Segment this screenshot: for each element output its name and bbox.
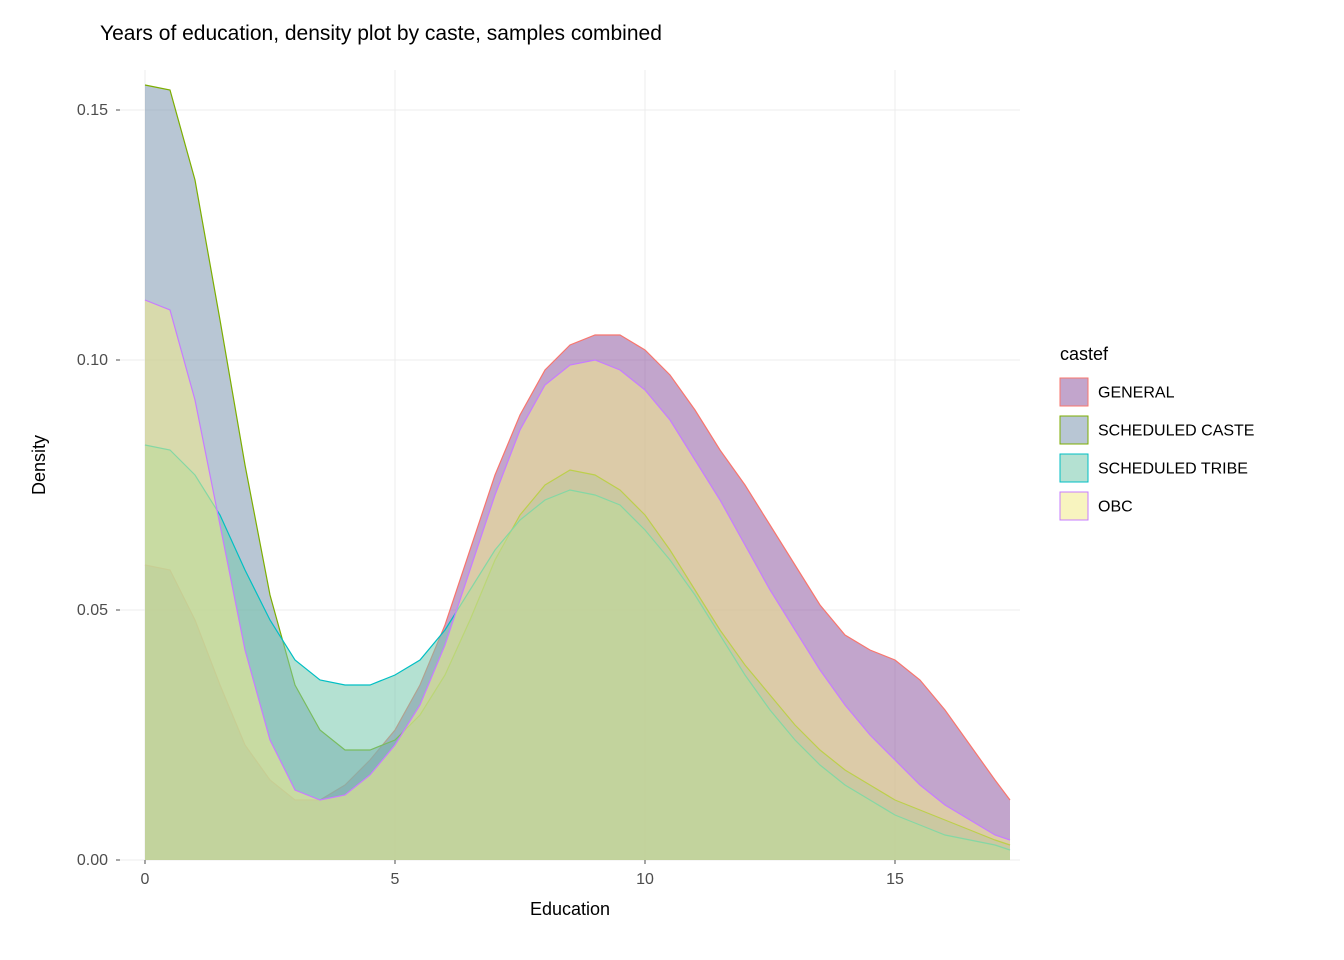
x-tick-label: 10 <box>636 871 654 888</box>
x-tick-label: 15 <box>886 871 904 888</box>
legend-key <box>1060 378 1088 406</box>
x-tick-label: 5 <box>391 871 400 888</box>
legend-label: SCHEDULED TRIBE <box>1098 461 1248 478</box>
y-axis-label: Density <box>29 435 49 495</box>
y-tick-label: 0.15 <box>77 102 108 119</box>
density-chart-svg: 0 5 10 15 0.00 0.05 0.10 0.15 Education Density Ye… <box>0 0 1344 960</box>
x-axis-label: Education <box>530 899 610 919</box>
legend-key <box>1060 492 1088 520</box>
y-tick-label: 0.05 <box>77 602 108 619</box>
legend-label: OBC <box>1098 499 1133 516</box>
y-tick-label: 0.10 <box>77 352 108 369</box>
chart-title: Years of education, density plot by cast… <box>100 22 662 45</box>
x-tick-label: 0 <box>141 871 150 888</box>
legend-key <box>1060 454 1088 482</box>
legend-label: SCHEDULED CASTE <box>1098 423 1254 440</box>
chart-container: 0 5 10 15 0.00 0.05 0.10 0.15 Education Density Ye… <box>0 0 1344 960</box>
y-tick-label: 0.00 <box>77 852 108 869</box>
legend-title: castef <box>1060 344 1109 364</box>
legend-label: GENERAL <box>1098 385 1175 402</box>
legend-key <box>1060 416 1088 444</box>
